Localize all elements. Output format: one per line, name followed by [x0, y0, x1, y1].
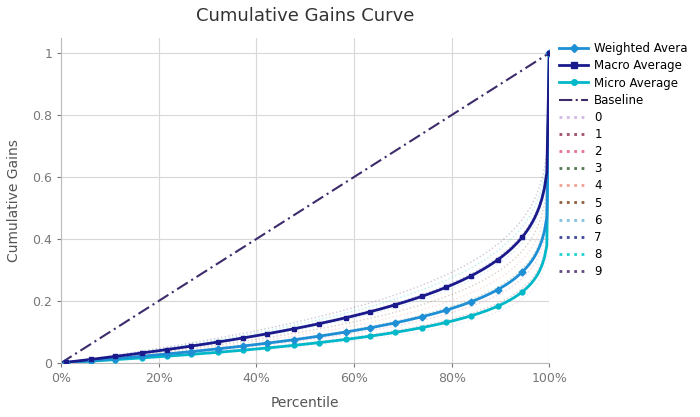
X-axis label: Percentile: Percentile: [271, 396, 340, 410]
Legend: Weighted Avera, Macro Average, Micro Average, Baseline, 0, 1, 2, 3, 4, 5, 6, 7, : Weighted Avera, Macro Average, Micro Ave…: [554, 38, 692, 283]
Title: Cumulative Gains Curve: Cumulative Gains Curve: [196, 7, 414, 25]
Y-axis label: Cumulative Gains: Cumulative Gains: [7, 139, 21, 262]
